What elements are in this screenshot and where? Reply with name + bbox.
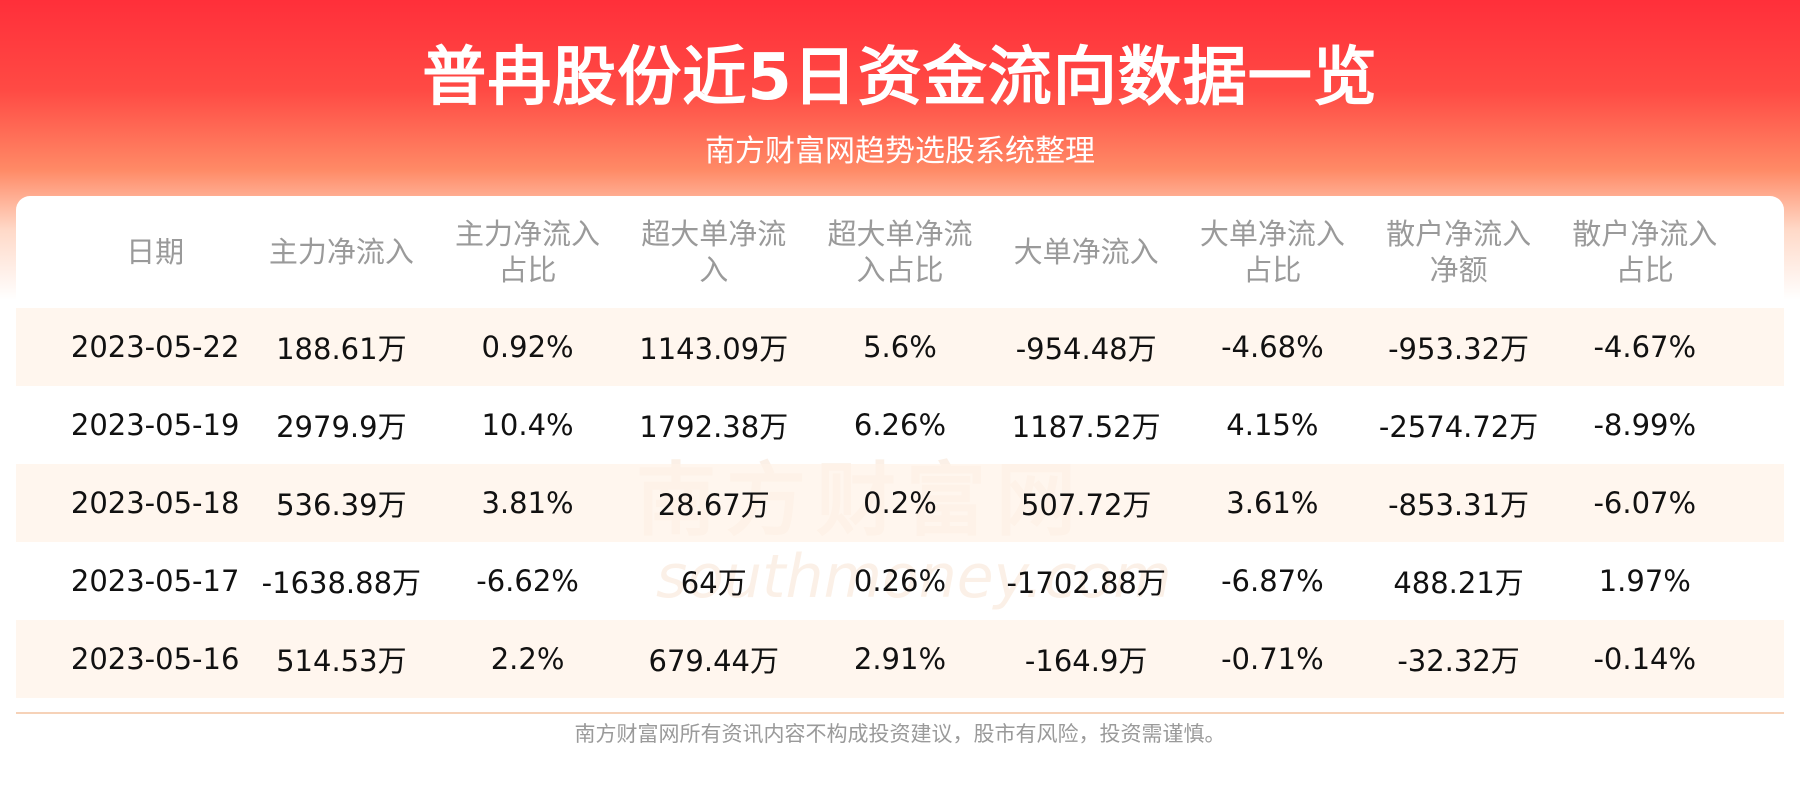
- table-row: 2023-05-22 188.61万 0.92% 1143.09万 5.6% -954.4…: [16, 308, 1784, 386]
- table-row: 2023-05-18 536.39万 3.81% 28.67万 0.2% 507.72万 3…: [16, 464, 1784, 542]
- table-cell: -1638.88万: [261, 566, 422, 600]
- table-cell: 0.2%: [806, 464, 994, 542]
- table-cell: 1187.52万: [1011, 410, 1161, 444]
- table-cell: -32.32万: [1365, 620, 1552, 698]
- table-cell: 0.26%: [853, 564, 947, 598]
- flow-table: 日期 主力净流入 主力净流入占比 超大单净流入 超大单净流入占比 大单净流入 大单净流入占比…: [16, 196, 1784, 698]
- table-cell: 2023-05-18: [62, 464, 249, 542]
- table-row: 2023-05-19 2979.9万 10.4% 1792.38万 6.26% 1187.…: [16, 386, 1784, 464]
- table-cell: 28.67万: [620, 464, 807, 542]
- column-header: 主力净流入: [268, 235, 414, 269]
- table-cell: -2574.72万: [1378, 410, 1539, 444]
- spacer: [1737, 620, 1784, 698]
- table-cell: -4.68%: [1179, 308, 1366, 386]
- spacer: [16, 196, 62, 308]
- column-header: 超大单净流入: [641, 217, 787, 287]
- column-header: 主力净流入占比: [455, 217, 601, 287]
- table-cell: 2.2%: [434, 620, 621, 698]
- table-cell: 2023-05-22: [62, 308, 249, 386]
- column-header: 大单净流入: [1013, 235, 1159, 269]
- table-cell: 679.44万: [620, 620, 807, 698]
- table-cell: 188.61万: [248, 308, 435, 386]
- table-cell: 0.92%: [434, 308, 621, 386]
- table-cell: -164.9万: [993, 620, 1180, 698]
- disclaimer: 南方财富网所有资讯内容不构成投资建议，股市有风险，投资需谨慎。: [574, 722, 1226, 746]
- table-cell: 5.6%: [806, 308, 994, 386]
- spacer: [16, 542, 62, 620]
- table-cell: 6.26%: [853, 408, 947, 442]
- column-header: 散户净流入占比: [1572, 217, 1718, 287]
- table-cell: 1143.09万: [620, 308, 807, 386]
- table-cell: 2023-05-17: [70, 564, 240, 598]
- table-cell: -953.32万: [1365, 308, 1552, 386]
- title: 普冉股份近5日资金流向数据一览: [422, 41, 1378, 115]
- table-cell: 64万: [680, 566, 747, 600]
- table-cell: -8.99%: [1593, 408, 1697, 442]
- table-cell: -853.31万: [1365, 464, 1552, 542]
- table-cell: 536.39万: [248, 464, 435, 542]
- subtitle: 南方财富网趋势选股系统整理: [705, 134, 1095, 169]
- table-cell: 2023-05-19: [70, 408, 240, 442]
- table-cell: 3.81%: [434, 464, 621, 542]
- table-cell: -6.07%: [1551, 464, 1738, 542]
- spacer: [16, 464, 63, 542]
- table-card: 南方财富网 southmoney.com 日期主力净流入主力净流入占比超大单净流…: [16, 196, 1784, 714]
- spacer: [1738, 542, 1784, 620]
- header-row: 日期 主力净流入 主力净流入占比 超大单净流入 超大单净流入占比 大单净流入 大单净流入占比…: [16, 196, 1784, 308]
- table-cell: 488.21万: [1393, 566, 1524, 600]
- table-cell: 2979.9万: [276, 410, 407, 444]
- table-cell: -954.48万: [993, 308, 1180, 386]
- spacer: [1737, 464, 1784, 542]
- table-cell: 2.91%: [806, 620, 994, 698]
- spacer: [16, 386, 62, 464]
- table-cell: -1702.88万: [1006, 566, 1166, 600]
- table-row: 2023-05-16 514.53万 2.2% 679.44万 2.91% -164.9万…: [16, 620, 1784, 698]
- table-cell: 2023-05-16: [62, 620, 249, 698]
- table-cell: -0.14%: [1551, 620, 1738, 698]
- table-cell: -6.62%: [476, 564, 579, 598]
- spacer: [1738, 196, 1784, 308]
- table-cell: -6.87%: [1221, 564, 1324, 598]
- table-cell: 10.4%: [481, 408, 574, 442]
- table-cell: 1792.38万: [639, 410, 789, 444]
- column-header: 散户净流入净额: [1386, 217, 1532, 287]
- table-cell: 507.72万: [993, 464, 1180, 542]
- table-cell: 4.15%: [1226, 408, 1319, 442]
- spacer: [16, 308, 63, 386]
- table-cell: 1.97%: [1598, 564, 1691, 598]
- spacer: [16, 620, 63, 698]
- spacer: [1737, 308, 1784, 386]
- table-cell: 3.61%: [1179, 464, 1366, 542]
- table-row: 2023-05-17 -1638.88万 -6.62% 64万 0.26% -1702.8…: [16, 542, 1784, 620]
- table-cell: 514.53万: [248, 620, 435, 698]
- table-cell: -4.67%: [1551, 308, 1738, 386]
- column-header: 大单净流入占比: [1199, 217, 1345, 287]
- table-cell: -0.71%: [1179, 620, 1366, 698]
- column-header: 日期: [126, 235, 185, 269]
- spacer: [1738, 386, 1784, 464]
- column-header: 超大单净流入占比: [827, 217, 973, 287]
